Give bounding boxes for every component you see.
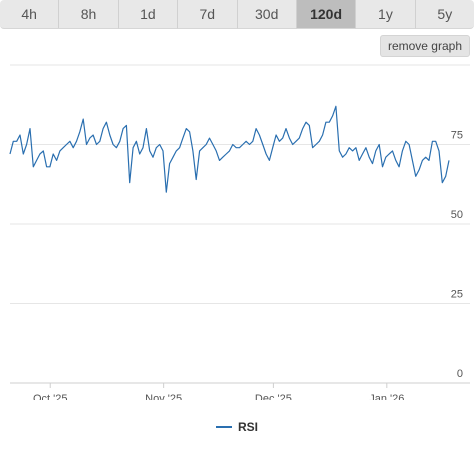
tab-8h[interactable]: 8h <box>59 0 119 29</box>
y-tick-label: 25 <box>451 289 463 301</box>
legend-line-icon <box>215 426 232 428</box>
y-tick-label: 75 <box>451 130 463 142</box>
rsi-chart: 0 25 50 75 Oct '25 Nov '25 Dec '25 Jan '26 <box>9 64 470 400</box>
tab-30d[interactable]: 30d <box>237 0 297 29</box>
x-tick-label: Nov '25 <box>145 393 182 400</box>
tab-4h[interactable]: 4h <box>0 0 60 29</box>
y-tick-label: 0 <box>457 368 463 380</box>
tab-120d[interactable]: 120d <box>296 0 357 29</box>
x-tick-label: Jan '26 <box>369 393 404 400</box>
tab-7d[interactable]: 7d <box>178 0 238 29</box>
tab-1d[interactable]: 1d <box>118 0 179 29</box>
x-tick-label: Dec '25 <box>255 393 292 400</box>
tab-1y[interactable]: 1y <box>356 0 416 29</box>
legend-label[interactable]: RSI <box>237 420 258 434</box>
tab-5y[interactable]: 5y <box>415 0 474 29</box>
remove-graph-button[interactable]: remove graph <box>379 35 470 57</box>
rsi-series-line <box>9 105 450 193</box>
chart-legend: RSI <box>0 420 474 434</box>
time-range-tabs: 4h 8h 1d 7d 30d 120d 1y 5y <box>0 0 474 30</box>
x-tick-label: Oct '25 <box>33 393 68 400</box>
y-tick-label: 50 <box>451 209 463 221</box>
